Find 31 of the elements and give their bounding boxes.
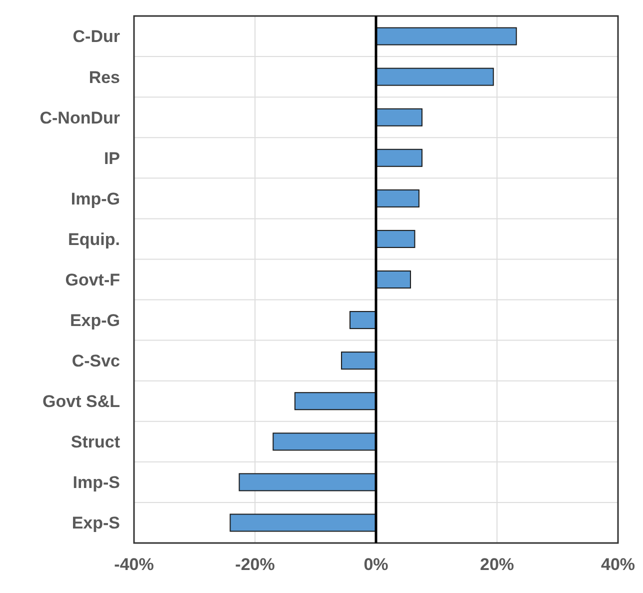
y-tick-label: Imp-G <box>70 189 120 208</box>
y-tick-label: C-NonDur <box>40 108 120 128</box>
x-tick-label: -40% <box>114 555 154 574</box>
y-tick-label: C-Dur <box>72 27 120 46</box>
bar <box>376 270 411 289</box>
x-tick-label: -20% <box>235 555 275 574</box>
y-tick-label: Res <box>88 68 120 87</box>
x-tick-label: 20% <box>480 555 514 574</box>
y-tick-label: Equip. <box>68 230 120 249</box>
y-tick-label: Imp-S <box>72 473 120 492</box>
y-tick-label: Struct <box>70 432 120 452</box>
y-tick-label: Govt S&L <box>42 392 120 412</box>
bar <box>376 108 422 126</box>
bar <box>376 189 420 208</box>
bar <box>341 352 376 370</box>
bar <box>230 514 376 532</box>
y-tick-label: Exp-S <box>72 514 120 533</box>
y-tick-label: Exp-G <box>70 310 120 330</box>
bar <box>376 148 422 167</box>
bar <box>376 27 517 46</box>
y-tick-label: Govt-F <box>65 270 120 290</box>
y-tick-label: IP <box>104 148 120 168</box>
bar <box>272 432 376 451</box>
bar <box>294 392 376 410</box>
bar <box>376 68 494 86</box>
x-tick-label: 40% <box>600 555 636 574</box>
bar <box>376 230 416 248</box>
bar <box>238 473 376 492</box>
bar <box>349 311 376 330</box>
x-tick-label: 0% <box>364 555 388 574</box>
y-tick-label: C-Svc <box>72 352 120 371</box>
